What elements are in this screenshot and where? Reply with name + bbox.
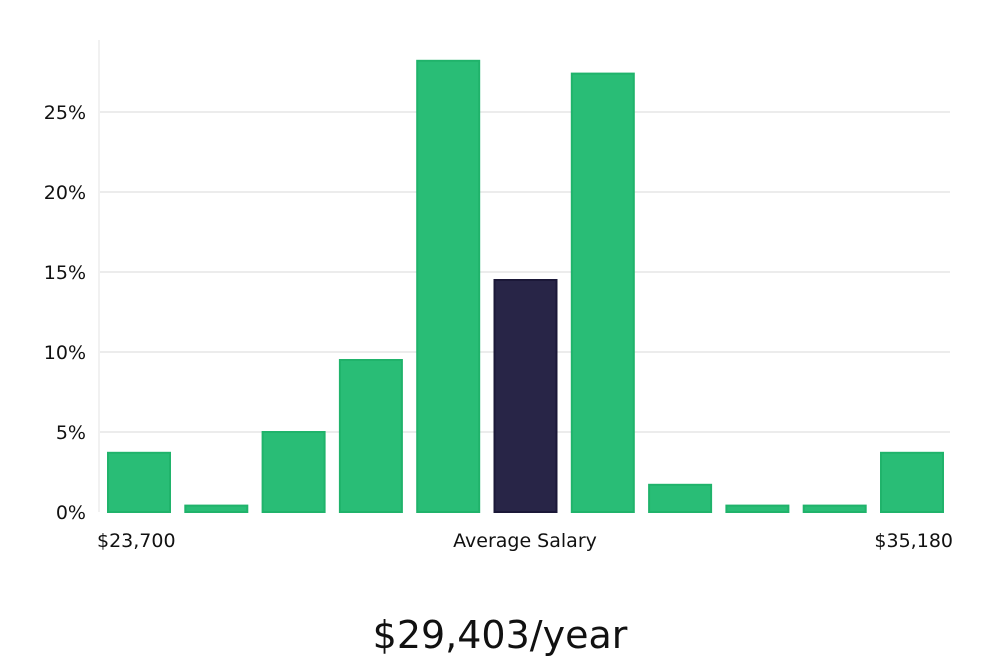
y-axis-ticks: 0% 5% 10% 15% 20% 25% <box>44 102 86 524</box>
gridlines <box>100 111 950 433</box>
bars <box>107 59 944 514</box>
y-tick-label: 20% <box>44 182 86 204</box>
y-tick-label: 25% <box>44 102 86 124</box>
y-tick-label: 0% <box>56 502 86 524</box>
salary-bar <box>725 504 790 514</box>
salary-bar <box>570 72 635 513</box>
salary-bar <box>338 359 403 513</box>
x-axis-label: Average Salary <box>453 530 597 552</box>
salary-bar <box>880 451 944 513</box>
average-salary-value: $29,403/year <box>373 613 628 657</box>
salary-bar <box>261 431 326 513</box>
x-min-label: $23,700 <box>97 530 176 552</box>
y-tick-label: 15% <box>44 262 86 284</box>
salary-bar <box>416 59 481 514</box>
salary-bar <box>107 451 171 513</box>
y-tick-label: 5% <box>56 422 86 444</box>
y-tick-label: 10% <box>44 342 86 364</box>
salary-bar <box>648 483 713 513</box>
salary-bar <box>802 504 867 514</box>
x-max-label: $35,180 <box>874 530 953 552</box>
average-salary-bar <box>493 279 558 513</box>
salary-bar <box>184 504 249 514</box>
